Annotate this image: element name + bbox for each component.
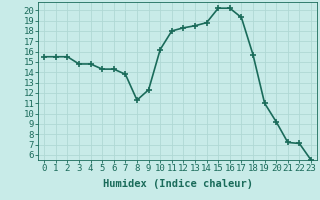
X-axis label: Humidex (Indice chaleur): Humidex (Indice chaleur) [103, 179, 252, 189]
